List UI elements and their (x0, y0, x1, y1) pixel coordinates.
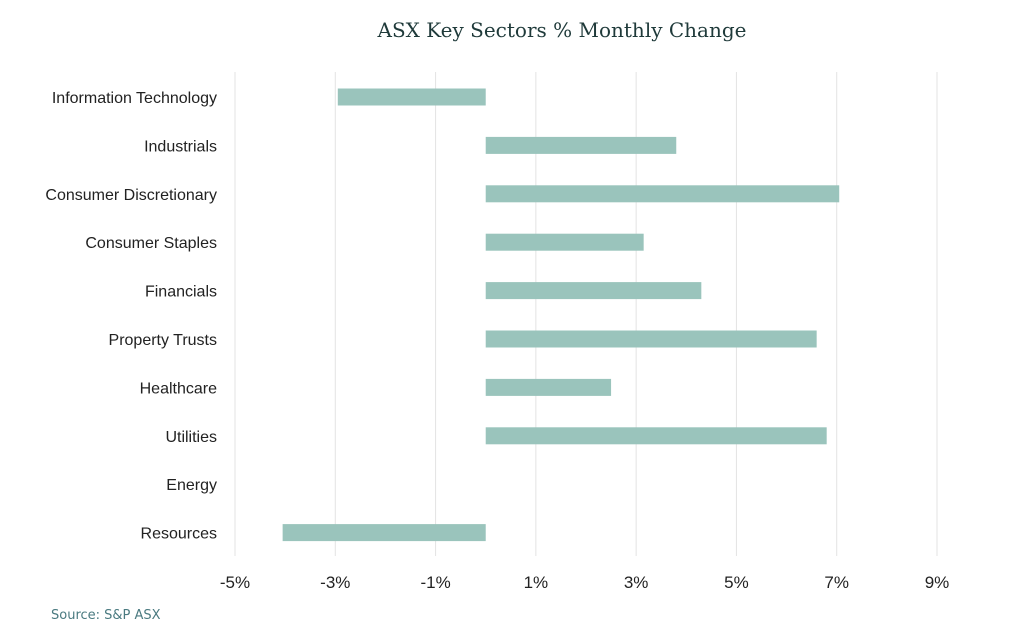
category-labels: Information Technology Industrials Consume… (45, 90, 217, 543)
x-tick-label-0: -5% (220, 573, 250, 592)
x-tick-label-1: -3% (320, 573, 350, 592)
bar-financials (485, 282, 702, 300)
x-tick-label-2: -1% (420, 573, 450, 592)
bar-information-technology (337, 88, 486, 106)
x-tick-label-5: 5% (724, 573, 749, 592)
bar-layer (282, 88, 840, 542)
x-tick-label-7: 9% (925, 573, 950, 592)
category-label-healthcare: Healthcare (140, 380, 217, 397)
bar-industrials (485, 136, 677, 154)
x-tick-label-6: 7% (824, 573, 849, 592)
category-label-industrials: Industrials (144, 138, 217, 155)
source-note: Source: S&P ASX (51, 608, 161, 623)
category-label-utilities: Utilities (165, 429, 217, 446)
chart-title: ASX Key Sectors % Monthly Change (377, 18, 747, 42)
category-label-consumer-discretionary: Consumer Discretionary (45, 187, 217, 204)
bar-resources (282, 524, 486, 542)
x-axis-ticks: -5% -3% -1% 1% 3% 5% 7% 9% (220, 573, 949, 592)
x-tick-label-3: 1% (524, 573, 549, 592)
bar-consumer-staples (485, 233, 644, 251)
category-label-information-technology: Information Technology (52, 90, 217, 107)
bar-property-trusts (485, 330, 817, 348)
x-tick-label-4: 3% (624, 573, 649, 592)
category-label-consumer-staples: Consumer Staples (85, 235, 217, 252)
category-label-property-trusts: Property Trusts (109, 332, 217, 349)
bar-consumer-discretionary (485, 185, 840, 203)
category-label-resources: Resources (141, 526, 217, 543)
bar-utilities (485, 427, 827, 445)
category-label-energy: Energy (166, 477, 217, 494)
category-label-financials: Financials (145, 284, 217, 301)
bar-healthcare (485, 378, 612, 396)
